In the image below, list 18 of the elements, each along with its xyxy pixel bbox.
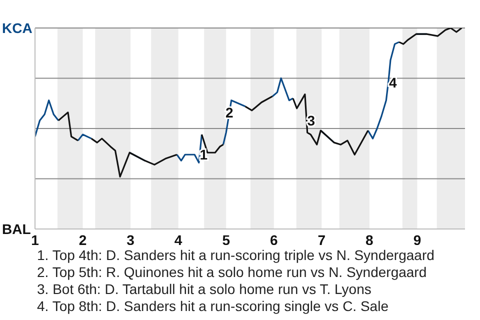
text: KCA [2,20,32,36]
x-tick-label: 8 [366,232,374,248]
x-tick-label: 3 [126,232,135,248]
x-tick-label: 7 [318,232,326,248]
text: 3. Bot 6th: D. Tartabull hit a solo home run vs T. Lyons [37,281,372,298]
x-tick-label: 9 [413,232,422,248]
text: 1. Top 4th: D. Sanders hit a run-scoring triple vs N. Syndergaard [37,247,436,264]
text: 4. Top 8th: D. Sanders hit a run-scoring single vs C. Sale [37,298,390,315]
annotation: 1 [200,146,208,163]
x-tick-label: 5 [222,232,230,248]
x-tick-label: 2 [78,232,87,248]
annotation: 3 [307,112,316,128]
x-tick-label: 4 [174,232,182,248]
x-tick-label: 1 [31,232,40,248]
text: BAL [2,221,32,237]
x-tick-label: 6 [270,232,278,248]
text: 2. Top 5th: R. Quinones hit a solo home run vs N. Syndergaard [37,264,428,281]
annotation: 4 [388,74,397,90]
